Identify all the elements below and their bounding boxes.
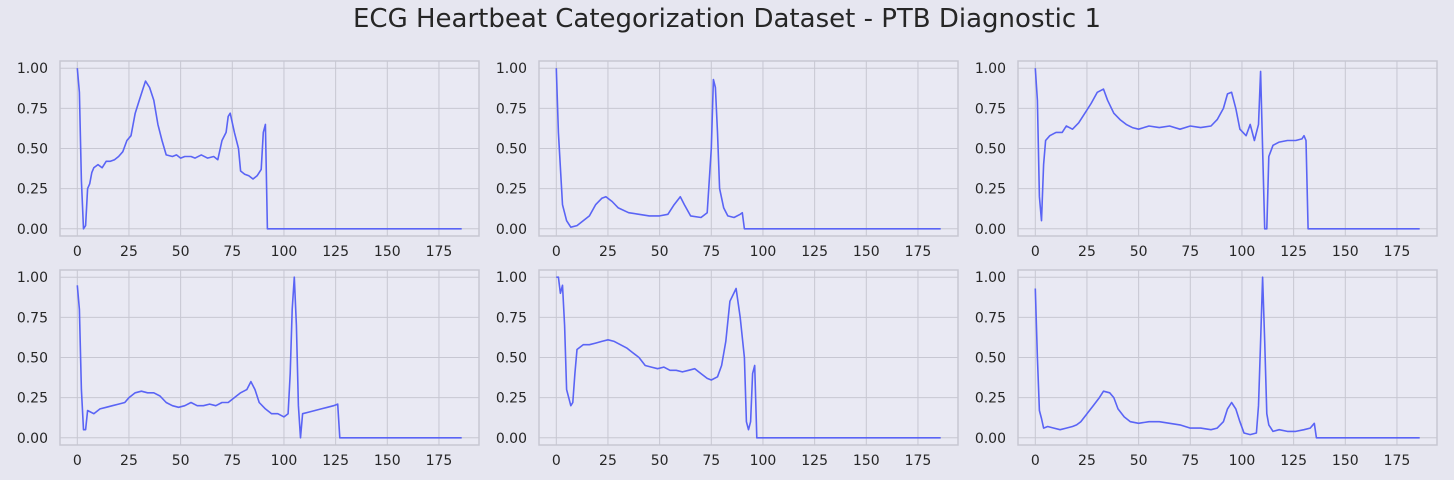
x-tick-label: 75	[1181, 244, 1199, 260]
x-tick-label: 150	[853, 453, 880, 469]
y-tick-label: 0.75	[496, 310, 527, 326]
x-tick-label: 25	[120, 453, 138, 469]
ecg-series-line	[556, 276, 941, 439]
x-tick-label: 175	[426, 244, 453, 260]
subplot-6: 0 25 50 75 100 125 150 175 0.00 0.25 0.50 0.75 1.00	[975, 269, 1438, 469]
subplot-4: 0 25 50 75 100 125 150 175 0.00 0.25 0.50 0.75 1.00	[17, 269, 480, 469]
x-tick-label: 25	[599, 453, 617, 469]
x-tick-label: 25	[1078, 453, 1096, 469]
x-tick-label: 0	[552, 453, 561, 469]
figure-title: ECG Heartbeat Categorization Dataset - P…	[352, 4, 1102, 34]
y-tick-label: 0.75	[17, 310, 48, 326]
y-tick-label: 0.75	[975, 101, 1006, 117]
x-tick-label: 100	[271, 453, 298, 469]
y-tick-label: 0.50	[17, 351, 48, 367]
x-tick-label: 175	[905, 453, 932, 469]
y-tick-label: 0.25	[17, 182, 48, 198]
x-tick-label: 75	[223, 244, 241, 260]
y-tick-label: 0.00	[17, 222, 48, 238]
x-tick-label: 150	[374, 244, 401, 260]
x-tick-label: 175	[1384, 244, 1411, 260]
subplot-3: 0 25 50 75 100 125 150 175 0.00 0.25 0.50 0.75 1.00	[975, 60, 1438, 260]
x-tick-label: 0	[1031, 453, 1040, 469]
x-tick-label: 50	[172, 244, 190, 260]
x-tick-label: 50	[1130, 453, 1148, 469]
x-tick-label: 150	[853, 244, 880, 260]
ecg-series-line	[1034, 68, 1420, 230]
x-tick-label: 150	[374, 453, 401, 469]
ecg-series-line	[76, 276, 462, 439]
x-tick-label: 125	[1280, 453, 1307, 469]
y-tick-label: 0.50	[975, 142, 1006, 158]
y-tick-label: 0.00	[975, 431, 1006, 447]
x-tick-label: 75	[223, 453, 241, 469]
x-tick-label: 150	[1332, 453, 1359, 469]
x-tick-label: 50	[1130, 244, 1148, 260]
y-tick-label: 0.50	[496, 142, 527, 158]
x-tick-label: 150	[1332, 244, 1359, 260]
y-tick-label: 1.00	[975, 270, 1006, 286]
x-tick-label: 125	[322, 244, 349, 260]
x-tick-label: 100	[1229, 453, 1256, 469]
subplot-5: 0 25 50 75 100 125 150 175 0.00 0.25 0.50 0.75 1.00	[496, 269, 959, 469]
x-tick-label: 25	[120, 244, 138, 260]
y-tick-label: 0.00	[17, 431, 48, 447]
x-tick-label: 75	[702, 453, 720, 469]
x-tick-label: 50	[651, 244, 669, 260]
x-tick-label: 0	[73, 244, 82, 260]
y-tick-label: 0.25	[975, 182, 1006, 198]
x-tick-label: 75	[1181, 453, 1199, 469]
x-tick-label: 0	[552, 244, 561, 260]
x-tick-label: 175	[905, 244, 932, 260]
x-tick-label: 125	[801, 453, 828, 469]
x-tick-label: 25	[1078, 244, 1096, 260]
y-tick-label: 1.00	[17, 270, 48, 286]
x-tick-label: 175	[426, 453, 453, 469]
y-tick-label: 0.50	[496, 351, 527, 367]
ecg-series-line	[1034, 276, 1420, 439]
x-tick-label: 100	[1229, 244, 1256, 260]
x-tick-label: 100	[271, 244, 298, 260]
x-tick-label: 125	[801, 244, 828, 260]
subplot-2: 0 25 50 75 100 125 150 175 0.00 0.25 0.50 0.75 1.00	[496, 60, 959, 260]
y-tick-label: 0.25	[975, 391, 1006, 407]
y-tick-label: 0.00	[975, 222, 1006, 238]
x-tick-label: 75	[702, 244, 720, 260]
y-tick-label: 0.50	[975, 351, 1006, 367]
y-tick-label: 0.75	[17, 101, 48, 117]
x-tick-label: 50	[172, 453, 190, 469]
x-tick-label: 100	[750, 453, 777, 469]
y-tick-label: 0.75	[975, 310, 1006, 326]
x-tick-label: 175	[1384, 453, 1411, 469]
y-tick-label: 1.00	[496, 61, 527, 77]
y-tick-label: 0.25	[17, 391, 48, 407]
ecg-series-line	[555, 68, 941, 230]
x-tick-label: 25	[599, 244, 617, 260]
y-tick-label: 1.00	[17, 61, 48, 77]
y-tick-label: 1.00	[496, 270, 527, 286]
x-tick-label: 125	[322, 453, 349, 469]
y-tick-label: 0.75	[496, 101, 527, 117]
y-tick-label: 0.00	[496, 222, 527, 238]
x-tick-label: 125	[1280, 244, 1307, 260]
y-tick-label: 0.25	[496, 391, 527, 407]
x-tick-label: 0	[73, 453, 82, 469]
y-tick-label: 0.25	[496, 182, 527, 198]
ecg-series-line	[76, 68, 462, 230]
subplot-1: 0 25 50 75 100 125 150 175 0.00 0.25 0.50 0.75 1.00	[17, 60, 480, 260]
x-tick-label: 100	[750, 244, 777, 260]
y-tick-label: 1.00	[975, 61, 1006, 77]
y-tick-label: 0.00	[496, 431, 527, 447]
x-tick-label: 0	[1031, 244, 1040, 260]
x-tick-label: 50	[651, 453, 669, 469]
y-tick-label: 0.50	[17, 142, 48, 158]
